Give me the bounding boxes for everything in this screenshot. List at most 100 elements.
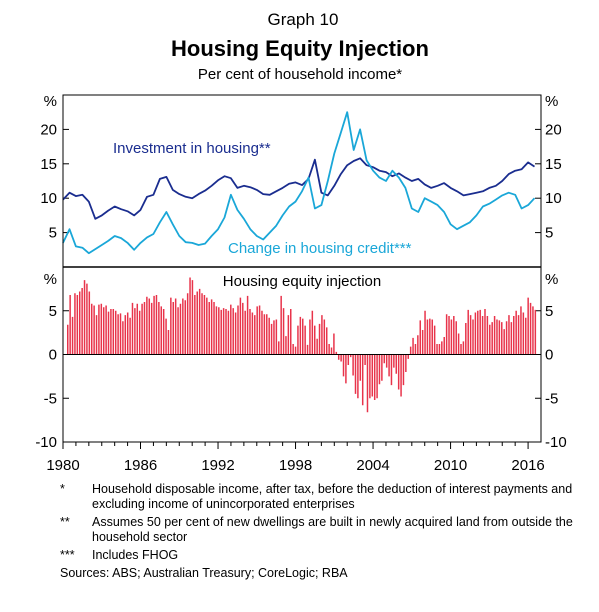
equity-bar	[237, 305, 239, 355]
equity-bar	[74, 293, 76, 355]
equity-bar	[513, 316, 515, 355]
equity-bar	[390, 354, 393, 386]
y-tick-label-left: 5	[49, 303, 57, 320]
equity-bar	[429, 318, 431, 355]
equity-bar	[354, 354, 357, 394]
equity-bar	[534, 309, 537, 355]
equity-bar	[340, 354, 342, 362]
equity-bar	[527, 297, 529, 355]
equity-bar	[136, 303, 139, 355]
equity-bar	[467, 309, 469, 355]
equity-bar	[249, 309, 251, 355]
y-tick-label-left: 0	[49, 347, 57, 364]
equity-bar	[220, 309, 222, 355]
equity-bar	[457, 333, 460, 355]
footnote-text: Assumes 50 per cent of new dwellings are…	[92, 515, 573, 544]
equity-bar	[453, 316, 455, 355]
equity-bar	[409, 346, 412, 355]
equity-bar	[225, 309, 227, 355]
equity-bar	[455, 321, 457, 355]
equity-bar	[306, 344, 309, 355]
equity-bar	[129, 317, 131, 355]
y-tick-label-left: 5	[49, 225, 57, 242]
equity-bar	[227, 310, 230, 355]
equity-bar	[505, 321, 508, 355]
equity-bar	[393, 354, 395, 368]
equity-bar	[532, 306, 534, 355]
y-tick-label-right: 20	[545, 121, 562, 138]
equity-bar	[412, 337, 414, 355]
equity-bar	[294, 346, 297, 355]
equity-bar	[222, 308, 225, 355]
footnote-mark: **	[60, 515, 70, 529]
legend-credit: Change in housing credit***	[228, 240, 412, 257]
equity-bar	[395, 354, 398, 374]
equity-bar	[443, 337, 445, 355]
x-tick-label: 2016	[511, 457, 544, 474]
equity-bar	[198, 288, 201, 355]
equity-bar	[479, 309, 481, 355]
equity-bar	[78, 291, 81, 355]
equity-bar	[462, 341, 465, 355]
equity-bar	[170, 297, 172, 355]
equity-bar	[117, 314, 119, 355]
equity-bar	[114, 310, 117, 355]
footnote-text: Includes FHOG	[92, 548, 179, 562]
equity-bar	[297, 325, 299, 355]
equity-bar	[349, 354, 352, 358]
equity-bar	[242, 302, 244, 355]
equity-bar	[465, 323, 467, 355]
equity-bar	[337, 354, 340, 360]
equity-bar	[302, 318, 304, 355]
equity-bar	[484, 309, 486, 355]
equity-bar	[373, 354, 376, 400]
equity-bar	[83, 280, 86, 355]
equity-bar	[122, 321, 124, 355]
equity-bar	[330, 347, 333, 355]
equity-bar	[184, 300, 186, 355]
equity-bar	[323, 319, 326, 355]
equity-bar	[477, 310, 479, 355]
equity-bar	[364, 354, 366, 365]
equity-bar	[119, 313, 122, 355]
equity-bar	[146, 296, 148, 355]
y-tick-label-right: 5	[545, 303, 553, 320]
equity-bar	[215, 306, 218, 355]
footnote-mark: *	[60, 482, 65, 496]
investment-line	[62, 157, 535, 220]
equity-bar	[333, 333, 335, 355]
equity-bar	[67, 324, 69, 355]
equity-bar	[359, 354, 362, 381]
equity-bar	[385, 354, 388, 368]
equity-bar	[325, 327, 328, 355]
equity-bar	[148, 298, 151, 355]
x-tick-label: 1980	[46, 457, 79, 474]
footnote-1: * Household disposable income, after tax…	[60, 482, 590, 512]
equity-bar	[402, 354, 405, 386]
equity-bar	[126, 312, 129, 355]
equity-bar	[273, 320, 275, 355]
equity-bar	[244, 310, 246, 355]
equity-bar	[352, 354, 354, 376]
equity-bar	[431, 319, 433, 355]
graph-number: Graph 10	[268, 10, 339, 29]
equity-bar	[421, 330, 424, 355]
sources: Sources: ABS; Australian Treasury; CoreL…	[60, 566, 348, 580]
plot-frame	[62, 94, 542, 443]
equity-bar	[203, 295, 206, 355]
equity-bar	[196, 291, 198, 355]
equity-bar	[278, 341, 280, 355]
equity-bar	[102, 307, 105, 355]
equity-bar	[529, 302, 532, 355]
equity-bar	[280, 295, 282, 355]
equity-bar	[290, 309, 292, 355]
x-tick-label: 2010	[434, 457, 467, 474]
equity-bar	[160, 306, 163, 355]
equity-bar	[328, 344, 330, 355]
footnote-text: Household disposable income, after tax, …	[92, 482, 573, 511]
y-tick-label-left: 15	[40, 156, 57, 173]
footnote-3: *** Includes FHOG	[60, 548, 590, 563]
equity-bar	[407, 354, 409, 359]
equity-bar	[448, 316, 450, 355]
equity-bar	[172, 302, 174, 355]
